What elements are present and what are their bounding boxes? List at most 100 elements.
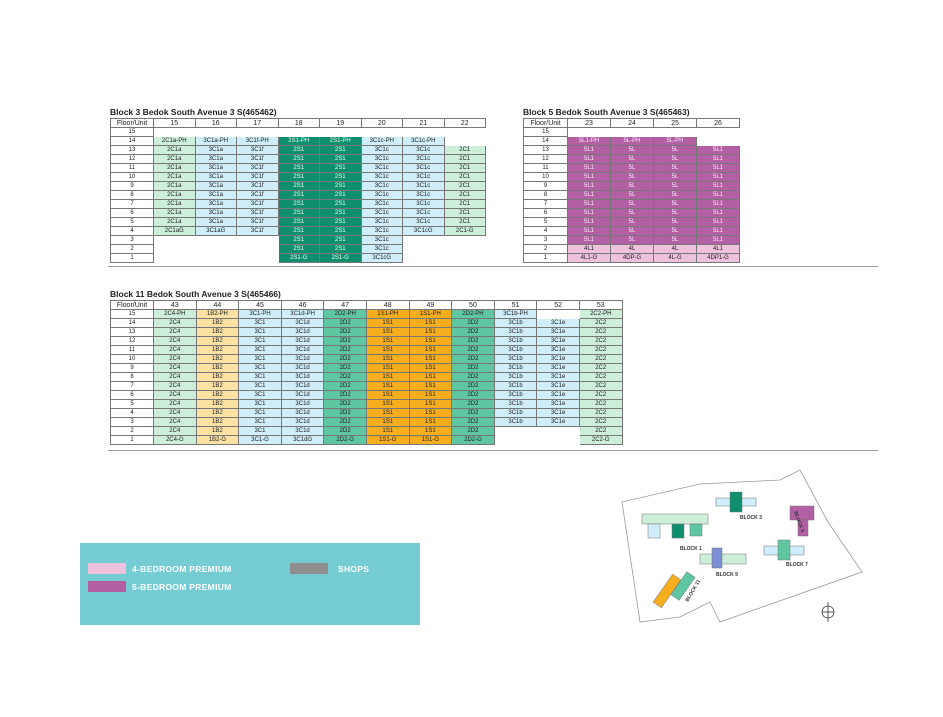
unit-type-cell: 3C1e [536,372,580,382]
block-11-footprint [652,571,696,609]
unit-header: 53 [578,300,623,310]
unit-type-cell: 1S1 [365,399,410,409]
unit-type-cell: 3C1d [280,318,325,328]
floor-label: 5 [523,217,568,227]
unit-type-cell: 2D2-PH [323,309,367,319]
unit-header: 25 [653,118,697,128]
unit-type-cell: 5L [653,163,697,173]
floor-label: 13 [110,145,154,155]
unit-type-cell: 2C4 [153,381,197,391]
unit-type-cell: 1S1 [365,381,410,391]
unit-type-cell: 5L1 [696,145,740,155]
floor-label: 6 [110,208,154,218]
unit-type-cell: 3C1 [238,408,282,418]
unit-type-cell: 2S1 [319,226,362,236]
unit-type-cell: 1B2 [195,390,240,400]
table-row: 10 5L1 5L 5L 5L1 [523,172,740,182]
table-row: 11 2C4 1B2 3C1 3C1d 2D2 1S1 1S1 2D2 3C1b 3C1e 2C2 [110,345,623,355]
unit-type-cell: 2C1 [443,172,486,182]
unit-type-cell: 1S1 [408,363,453,373]
unit-type-cell: 1S1 [365,327,410,337]
block-11-header-row: Floor/Unit 43 44 45 46 47 48 49 50 51 52 53 [110,300,623,310]
unit-type-cell: 3C1d [280,354,325,364]
floor-label: 9 [523,181,568,191]
unit-type-cell: 5L [653,181,697,191]
unit-type-cell: 2C1a [153,145,196,155]
floor-label: 10 [110,172,154,182]
empty-cell [443,127,486,137]
unit-type-cell: 1B2 [195,408,240,418]
unit-type-cell: 1S1 [408,426,453,436]
unit-header: 46 [280,300,325,310]
unit-type-cell: 2S1-PH [277,136,320,146]
unit-header: 21 [402,118,445,128]
unit-type-cell: 2C1 [443,190,486,200]
empty-cell [653,127,697,137]
unit-type-cell: 3C1 [238,399,282,409]
unit-type-cell: 3C1e [536,390,580,400]
floor-label: 11 [523,163,568,173]
floor-label: 8 [110,372,154,382]
unit-type-cell: 2S1 [277,208,320,218]
unit-type-cell: 2S1 [277,181,320,191]
unit-type-cell: 2C2 [578,318,623,328]
unit-type-cell: 5L [653,226,697,236]
table-row: 6 5L1 5L 5L 5L1 [523,208,740,218]
unit-type-cell: 5L1 [696,181,740,191]
unit-type-cell: 3C1 [238,363,282,373]
unit-type-cell: 5L1 [696,217,740,227]
unit-type-cell: 2C1-G [443,226,486,236]
floor-label: 1 [523,253,568,263]
table-row: 2 2C4 1B2 3C1 3C1d 2D2 1S1 1S1 2D2 2C2 [110,426,623,436]
unit-type-cell: 3C1f [236,163,279,173]
unit-header: 52 [536,300,580,310]
unit-type-cell: 2C4 [153,390,197,400]
unit-type-cell: 5L1 [696,226,740,236]
table-row: 14 2C4 1B2 3C1 3C1d 2D2 1S1 1S1 2D2 3C1b 3C1e 2C2 [110,318,623,328]
unit-type-cell: 1B2 [195,345,240,355]
unit-type-cell: 3C1d [280,426,325,436]
unit-type-cell: 2S1 [319,172,362,182]
unit-type-cell: 2D2 [451,417,495,427]
unit-type-cell: 3C1c [360,181,403,191]
unit-header: 24 [610,118,654,128]
unit-type-cell: 2C1a-PH [153,136,196,146]
table-row: 8 5L1 5L 5L 5L1 [523,190,740,200]
unit-type-cell: 2D2 [323,318,367,328]
unit-type-cell: 2D2 [451,336,495,346]
floor-label: 15 [110,309,154,319]
floor-label: 12 [110,154,154,164]
unit-type-cell: 5L [610,145,654,155]
unit-type-cell: 2C1a [153,172,196,182]
divider-line-bottom [108,450,878,451]
floor-label: 14 [110,136,154,146]
unit-header: 51 [493,300,538,310]
unit-type-cell: 3C1d-PH [280,309,325,319]
unit-type-cell: 3C1c [360,208,403,218]
unit-type-cell: 3C1a [194,217,237,227]
block-3-footprint [715,491,757,513]
table-row: 7 5L1 5L 5L 5L1 [523,199,740,209]
unit-type-cell: 2S1 [319,208,362,218]
unit-type-cell: 5L1 [567,199,611,209]
floor-label: 12 [523,154,568,164]
unit-type-cell: 2C2 [578,336,623,346]
unit-type-cell: 2C1 [443,154,486,164]
unit-type-cell: 2D2 [323,354,367,364]
unit-type-cell: 2C1aG [153,226,196,236]
site-label-block-1: BLOCK 1 [680,546,702,552]
unit-type-cell: 2S1 [277,163,320,173]
unit-type-cell: 2D2 [323,426,367,436]
table-row: 15 [523,127,740,137]
unit-type-cell: 2C1 [443,163,486,173]
block-11-unit-table: Floor/Unit 43 44 45 46 47 48 49 50 51 52 53 15 2C4-PH… [110,300,623,445]
empty-cell [536,309,580,319]
legend-label-4-bedroom: 4-BEDROOM PREMIUM [132,564,232,574]
unit-type-cell: 3C1a [194,181,237,191]
unit-type-cell: 2S1 [319,235,362,245]
unit-type-cell: 3C1 [238,345,282,355]
unit-header: 20 [360,118,403,128]
empty-cell [610,127,654,137]
unit-type-cell: 2C4 [153,417,197,427]
unit-type-cell: 1B2-PH [195,309,240,319]
